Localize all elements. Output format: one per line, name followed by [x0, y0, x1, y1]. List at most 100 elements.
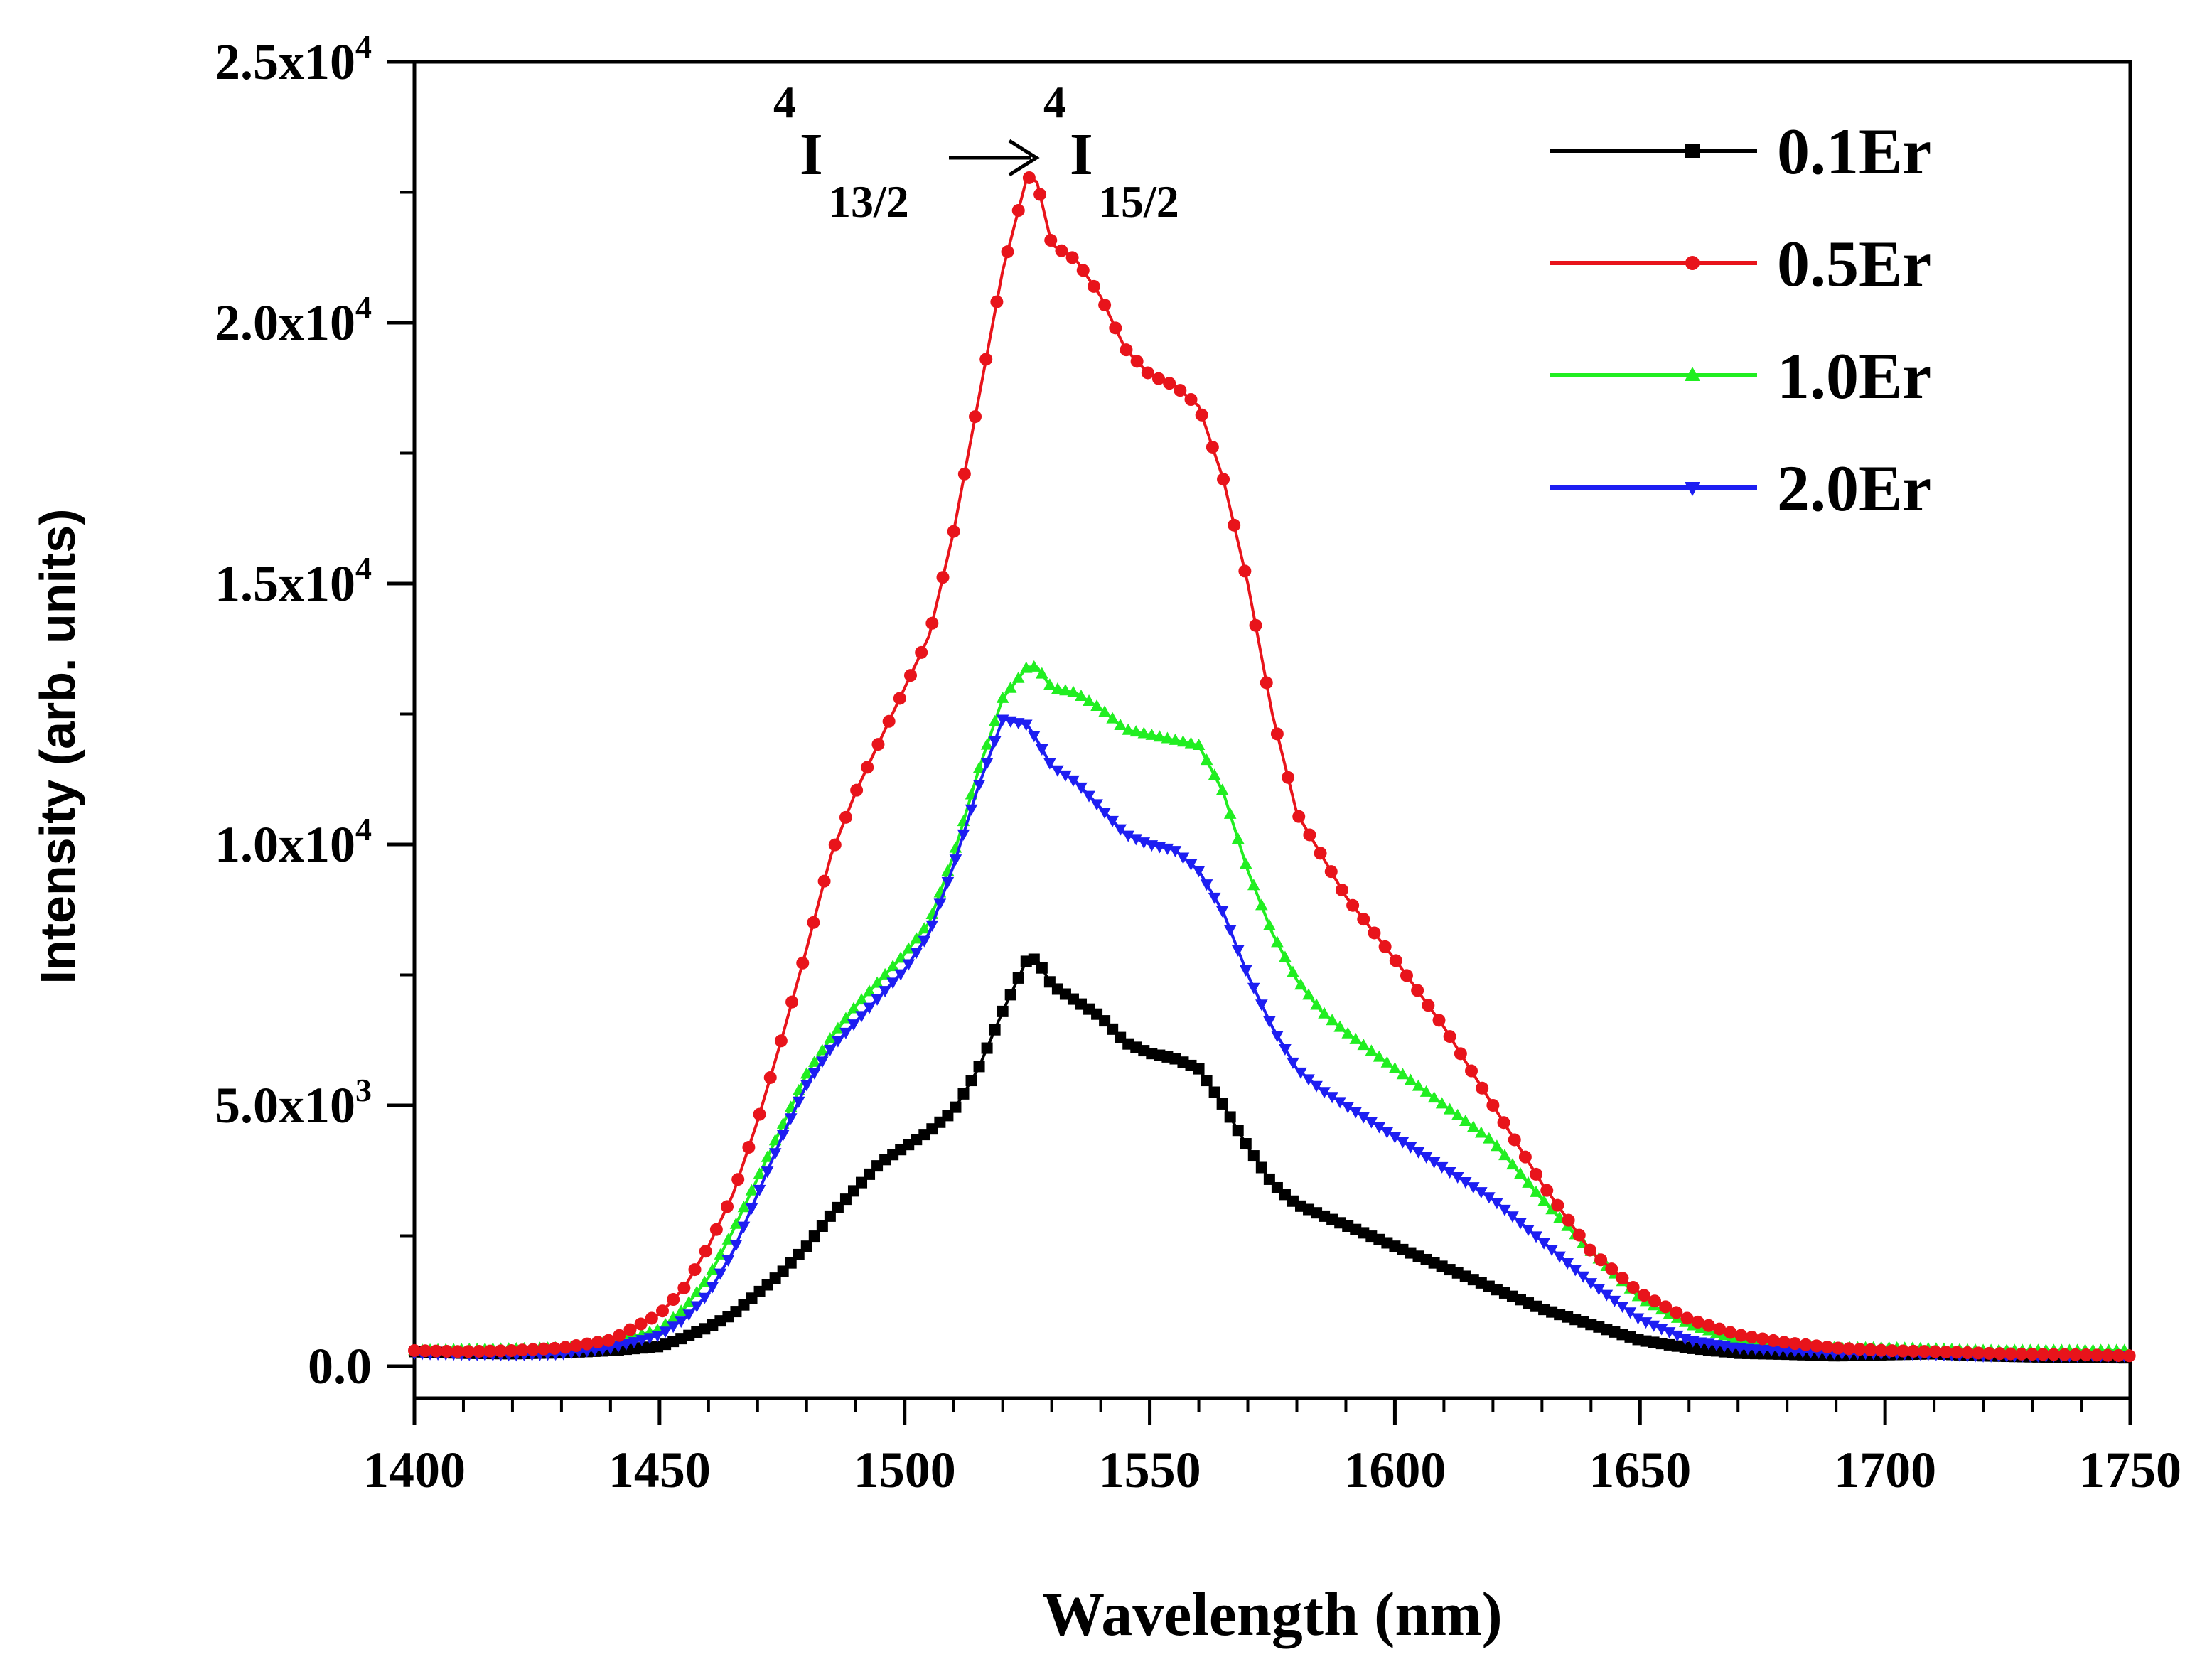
- data-point-0.5Er: [1885, 1344, 1899, 1358]
- data-point-1.0Er: [1051, 682, 1064, 694]
- data-point-0.5Er: [903, 669, 917, 682]
- data-point-0.5Er: [1778, 1336, 1791, 1349]
- x-tick-label: 1650: [1589, 1442, 1691, 1498]
- data-point-2.0Er: [824, 1044, 837, 1056]
- data-point-1.0Er: [1239, 857, 1252, 869]
- data-point-0.5Er: [1400, 969, 1413, 982]
- data-point-1.0Er: [988, 714, 1002, 726]
- data-point-0.5Er: [1497, 1116, 1510, 1130]
- data-point-0.5Er: [1907, 1344, 1921, 1358]
- y-axis-title: Intensity (arb. units): [30, 509, 85, 984]
- data-point-0.5Er: [1378, 940, 1392, 953]
- data-point-2.0Er: [698, 1292, 712, 1304]
- data-point-2.0Er: [988, 736, 1002, 748]
- data-point-0.1Er: [1193, 1063, 1205, 1075]
- data-point-0.5Er: [526, 1343, 539, 1356]
- data-point-1.0Er: [1137, 726, 1151, 739]
- data-point-2.0Er: [1530, 1231, 1542, 1243]
- annotation-lower-level: I: [1070, 122, 1093, 188]
- data-point-0.1Er: [1255, 1161, 1267, 1174]
- data-point-0.1Er: [957, 1088, 970, 1100]
- data-point-1.0Er: [902, 942, 916, 954]
- x-tick-label: 1400: [363, 1442, 466, 1498]
- data-point-2.0Er: [729, 1240, 743, 1252]
- data-point-0.5Er: [785, 995, 799, 1009]
- data-point-1.0Er: [1459, 1115, 1472, 1127]
- data-point-0.5Er: [2112, 1348, 2125, 1362]
- data-point-2.0Er: [941, 876, 955, 889]
- data-point-0.5Er: [1562, 1213, 1575, 1227]
- data-point-0.5Er: [709, 1223, 723, 1236]
- data-point-0.5Er: [1583, 1243, 1596, 1257]
- data-point-2.0Er: [745, 1203, 758, 1215]
- data-point-0.5Er: [1950, 1346, 1963, 1359]
- data-point-0.5Er: [1076, 264, 1090, 277]
- data-point-1.0Er: [1530, 1185, 1542, 1197]
- legend-label: 0.1Er: [1777, 115, 1931, 188]
- data-point-2.0Er: [1388, 1132, 1402, 1144]
- series-0.1Er: [409, 953, 2131, 1364]
- data-point-1.0Er: [1310, 998, 1323, 1010]
- data-point-2.0Er: [1623, 1307, 1637, 1319]
- data-point-1.0Er: [1255, 898, 1268, 911]
- data-point-1.0Er: [1011, 671, 1025, 683]
- data-point-0.5Er: [742, 1141, 756, 1154]
- data-point-2.0Er: [1451, 1172, 1464, 1184]
- data-point-0.1Er: [808, 1230, 820, 1243]
- data-point-2.0Er: [1435, 1161, 1449, 1174]
- data-point-2.0Er: [1075, 782, 1088, 794]
- data-point-2.0Er: [1373, 1122, 1386, 1134]
- transition-annotation: 4 I 13/2 4 I 15/2: [773, 77, 1179, 227]
- data-point-1.0Er: [1483, 1132, 1496, 1144]
- data-point-0.5Er: [1346, 898, 1360, 912]
- data-point-1.0Er: [816, 1043, 829, 1056]
- data-point-0.5Er: [515, 1343, 529, 1357]
- data-point-2.0Er: [1239, 965, 1252, 977]
- data-point-1.0Er: [972, 761, 986, 773]
- data-point-2.0Er: [886, 977, 899, 989]
- data-point-2.0Er: [933, 898, 947, 911]
- data-point-0.1Er: [800, 1240, 812, 1252]
- data-point-2.0Er: [1608, 1295, 1621, 1307]
- data-point-0.5Er: [677, 1281, 691, 1294]
- data-point-0.5Er: [1756, 1332, 1769, 1346]
- data-point-0.5Er: [2004, 1347, 2017, 1361]
- data-point-2.0Er: [1537, 1238, 1550, 1250]
- data-point-0.5Er: [1691, 1315, 1704, 1329]
- data-point-0.5Er: [505, 1344, 518, 1358]
- data-point-0.5Er: [2036, 1348, 2050, 1361]
- data-point-0.5Er: [1680, 1311, 1694, 1325]
- data-point-2.0Er: [1357, 1112, 1370, 1124]
- data-point-1.0Er: [1192, 738, 1206, 750]
- data-point-1.0Er: [879, 967, 891, 980]
- x-tick-label: 1550: [1099, 1442, 1201, 1498]
- data-point-1.0Er: [682, 1295, 696, 1307]
- series-1.0Er: [408, 660, 2131, 1356]
- data-point-0.5Er: [1163, 377, 1176, 390]
- data-point-1.0Er: [1404, 1073, 1417, 1085]
- data-point-2.0Er: [1670, 1330, 1684, 1342]
- data-point-0.5Er: [1217, 473, 1230, 486]
- data-point-2.0Er: [690, 1301, 704, 1313]
- data-point-0.1Er: [1208, 1086, 1220, 1098]
- data-point-2.0Er: [1083, 790, 1095, 803]
- data-point-0.5Er: [1810, 1339, 1823, 1353]
- data-point-0.5Er: [2122, 1349, 2136, 1363]
- data-point-2.0Er: [620, 1339, 633, 1351]
- data-point-0.5Er: [1465, 1064, 1478, 1078]
- data-point-0.5Er: [1508, 1133, 1521, 1147]
- data-point-0.5Er: [2058, 1348, 2071, 1361]
- data-point-2.0Er: [753, 1184, 766, 1196]
- data-point-1.0Er: [1145, 728, 1159, 740]
- data-point-2.0Er: [1506, 1211, 1519, 1223]
- data-point-2.0Er: [1427, 1157, 1441, 1169]
- x-tick-label: 1750: [2079, 1442, 2181, 1498]
- data-point-1.0Er: [1294, 978, 1307, 990]
- data-point-0.1Er: [981, 1042, 993, 1054]
- data-point-1.0Er: [1004, 681, 1017, 693]
- data-point-2.0Er: [1263, 1016, 1276, 1028]
- data-point-0.5Er: [871, 738, 885, 751]
- data-point-0.5Er: [807, 916, 820, 929]
- data-point-0.5Er: [1206, 440, 1219, 454]
- data-point-1.0Er: [729, 1217, 743, 1229]
